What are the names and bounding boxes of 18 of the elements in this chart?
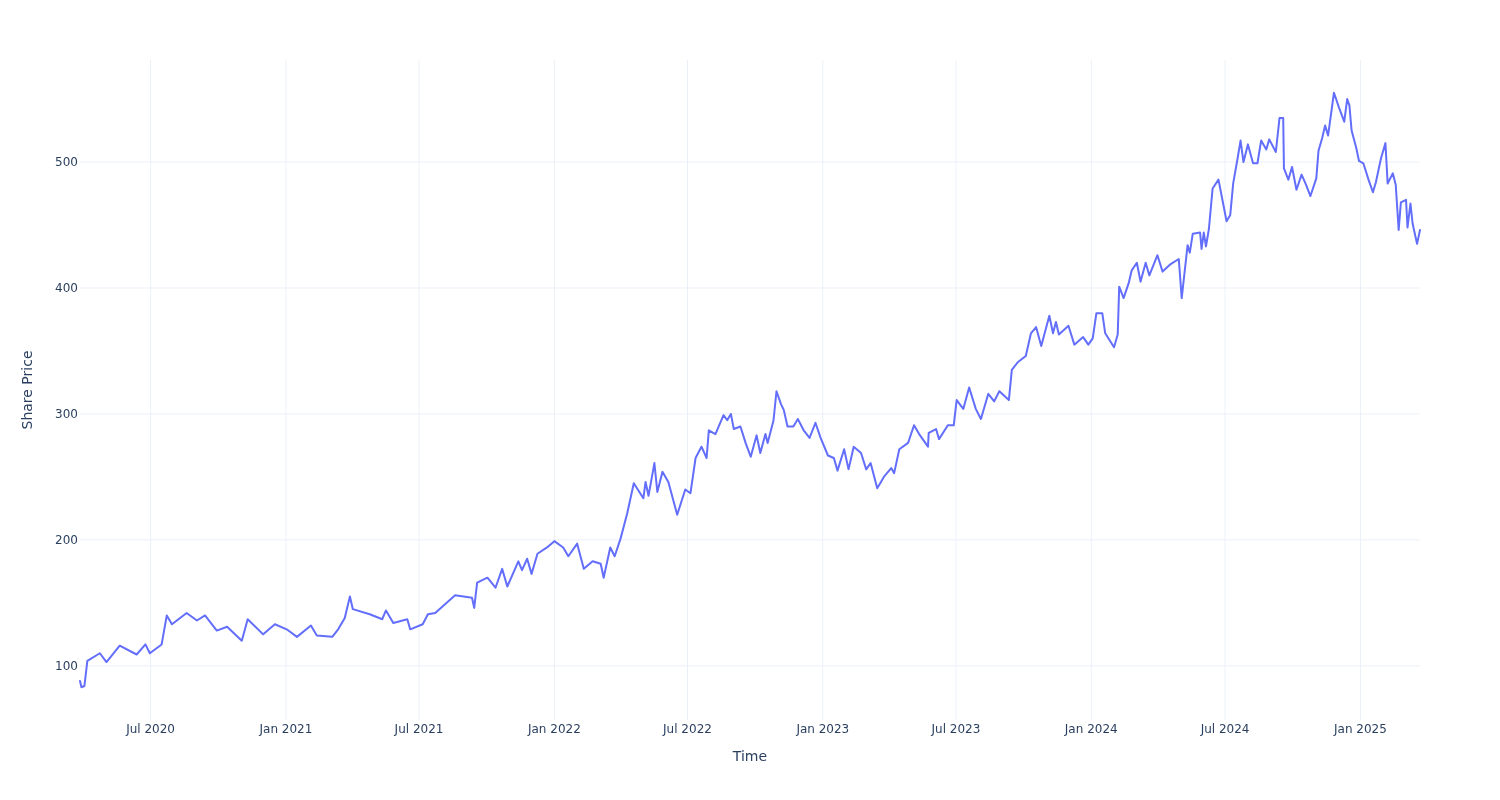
- x-tick-label: Jan 2023: [795, 722, 850, 736]
- y-tick-label: 100: [55, 658, 78, 673]
- x-tick-label: Jul 2021: [393, 722, 444, 736]
- y-tick-label: 300: [55, 406, 78, 421]
- x-tick-label: Jul 2024: [1199, 722, 1250, 736]
- x-tick-label: Jan 2022: [526, 722, 581, 736]
- x-tick-label: Jan 2025: [1333, 722, 1387, 736]
- y-axis-title: Share Price: [19, 350, 35, 430]
- y-tick-label: 200: [55, 532, 78, 547]
- x-tick-label: Jan 2021: [258, 722, 313, 736]
- x-tick-label: Jan 2024: [1063, 722, 1118, 736]
- x-tick-label: Jul 2022: [662, 722, 712, 736]
- line-series: [79, 91, 1421, 689]
- y-tick-label: 500: [55, 155, 78, 170]
- x-tick-label: Jul 2023: [930, 722, 981, 736]
- x-axis-title: Time: [731, 748, 768, 764]
- x-tick-label: Jul 2020: [125, 722, 176, 736]
- y-tick-label: 400: [55, 280, 78, 295]
